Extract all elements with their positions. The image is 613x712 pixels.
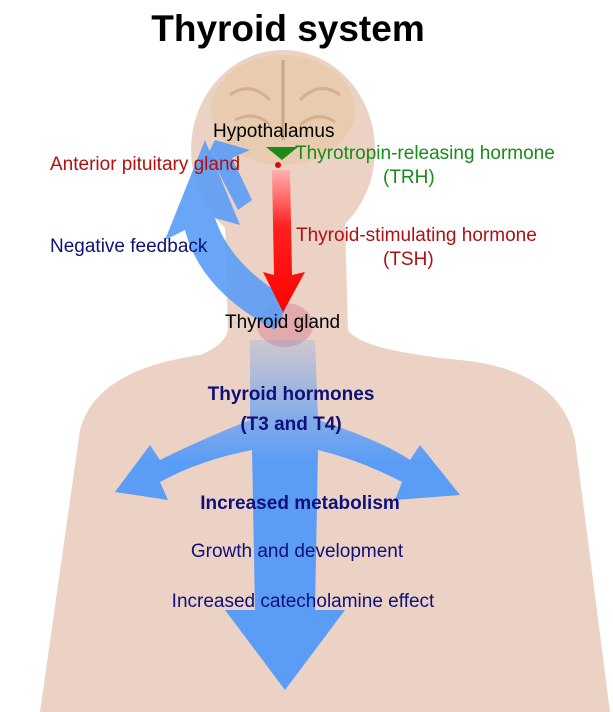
label-thyroid-gland: Thyroid gland — [225, 312, 341, 333]
label-growth: Growth and development — [190, 541, 404, 562]
label-anterior-pituitary: Anterior pituitary gland — [50, 154, 241, 175]
label-negative-feedback: Negative feedback — [50, 236, 208, 257]
feedback-arrow — [165, 140, 290, 330]
pituitary-icon — [275, 162, 281, 168]
hormone-arrows — [115, 340, 460, 690]
label-t3-t4: (T3 and T4) — [240, 414, 342, 435]
brain-icon — [211, 55, 355, 165]
label-increased-metabolism: Increased metabolism — [200, 493, 400, 514]
label-hypothalamus: Hypothalamus — [213, 121, 335, 142]
label-trh: Thyrotropin-releasing hormone — [295, 143, 555, 164]
tsh-arrow — [263, 170, 305, 312]
diagram-title: Thyroid system — [151, 8, 425, 49]
label-tsh: Thyroid-stimulating hormone — [296, 225, 537, 246]
label-trh-abbrev: (TRH) — [383, 167, 435, 188]
label-thyroid-hormones: Thyroid hormones — [207, 384, 375, 405]
hypothalamus-icon — [266, 147, 298, 160]
label-tsh-abbrev: (TSH) — [383, 249, 434, 270]
label-catecholamine: Increased catecholamine effect — [171, 591, 435, 612]
